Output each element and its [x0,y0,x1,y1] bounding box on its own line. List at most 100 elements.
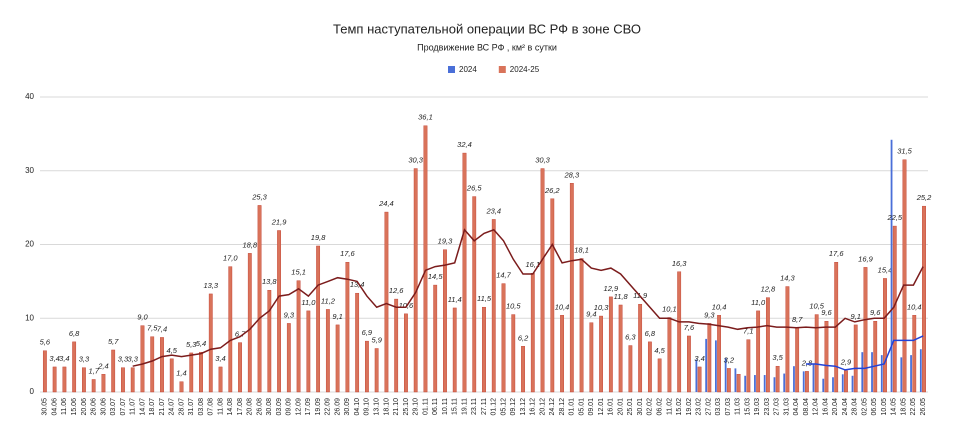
x-tick-label: 11.08 [217,398,224,415]
bar [765,297,770,393]
bar [726,368,731,393]
bar [657,358,662,393]
bar [306,310,311,393]
trend-line [806,335,924,371]
data-label: 6,2 [518,333,529,342]
data-label: 11,2 [321,296,336,305]
y-tick-label: 20 [25,240,34,249]
data-label: 11,8 [614,292,629,301]
chart-title: Темп наступательной операции ВС РФ в зон… [333,21,641,36]
x-tick-label: 15.03 [744,398,751,416]
y-tick-label: 30 [25,166,34,175]
data-label: 3,3 [79,355,90,364]
data-label: 3,4 [59,354,69,363]
data-label: 9,4 [586,310,596,319]
data-label: 4,5 [654,346,665,355]
data-label: 11,0 [751,298,766,307]
bar [267,290,272,393]
bar [579,258,584,393]
x-tick-label: 30.01 [637,398,644,416]
data-label: 36,1 [418,113,433,122]
data-label: 7,6 [684,323,695,332]
data-label: 30,3 [408,156,423,165]
x-tick-label: 19.09 [315,398,322,416]
bar [880,355,883,392]
bar [812,363,815,392]
x-tick-label: 09.09 [286,398,293,416]
bar [511,314,516,393]
x-tick-label: 07.07 [120,398,127,416]
bar [599,315,603,393]
legend-label: 2024 [459,65,477,74]
data-label: 3,4 [215,354,225,363]
y-tick-label: 40 [25,92,34,101]
bar [140,325,145,393]
data-label: 5,7 [108,337,119,346]
x-tick-label: 15.06 [71,398,78,416]
bar [384,211,389,393]
x-tick-label: 11.06 [61,398,68,415]
bar [910,355,912,392]
data-label: 14,7 [496,271,511,280]
x-tick-label: 27.03 [774,398,781,416]
bar [844,370,848,393]
data-label: 9,3 [704,310,715,319]
x-tick-label: 30.06 [100,398,107,416]
bar [443,249,447,393]
x-tick-label: 05.01 [578,398,585,416]
data-label: 6,9 [362,328,373,337]
bar [754,375,756,392]
bar [890,139,893,392]
bar [296,280,301,393]
bar [863,267,868,393]
bar [247,253,252,393]
x-tick-label: 30.05 [42,398,49,416]
x-tick-label: 13.10 [374,398,381,416]
bar [52,366,57,393]
x-tick-label: 22.09 [325,398,332,416]
x-tick-label: 16.04 [822,398,829,416]
bar [853,324,858,393]
x-tick-label: 09.12 [510,398,517,416]
bar [773,377,776,392]
data-label: 5,6 [40,338,51,347]
bar [746,339,751,393]
data-label: 17,6 [829,249,844,258]
chart-subtitle: Продвижение ВС РФ , км² в сутки [417,42,557,52]
bar [695,359,698,392]
data-label: 10,4 [555,302,570,311]
data-label: 13,3 [203,281,218,290]
bar [238,342,242,393]
x-tick-label: 22.05 [910,398,917,416]
bar [452,307,457,393]
legend-swatch [498,66,506,73]
bar [667,317,672,393]
bar [111,349,116,393]
data-label: 2,8 [801,358,813,367]
x-tick-label: 04.10 [354,398,361,416]
bar [785,286,790,393]
data-label: 10,5 [809,302,824,311]
x-tick-label: 10.11 [442,398,449,415]
x-tick-label: 14.08 [227,398,234,416]
data-label: 16,9 [858,254,873,263]
data-label: 19,3 [438,237,453,246]
bar [433,284,438,393]
bar [413,168,418,393]
x-tick-label: 03.09 [276,398,283,416]
bar [62,366,67,393]
data-label: 12,6 [389,286,404,295]
bar [736,374,741,393]
data-label: 23,4 [485,206,501,215]
x-tick-label: 16.01 [608,398,615,416]
bar [744,375,747,392]
bar [257,205,262,393]
data-label: 26,5 [466,184,482,193]
data-label: 28,3 [564,170,580,179]
bar [851,375,854,392]
x-tick-label: 21.07 [159,398,166,416]
x-tick-label: 09.01 [588,398,595,416]
x-tick-label: 24.04 [842,398,849,416]
x-tick-label: 09.10 [364,398,371,416]
trend-line [132,228,924,367]
